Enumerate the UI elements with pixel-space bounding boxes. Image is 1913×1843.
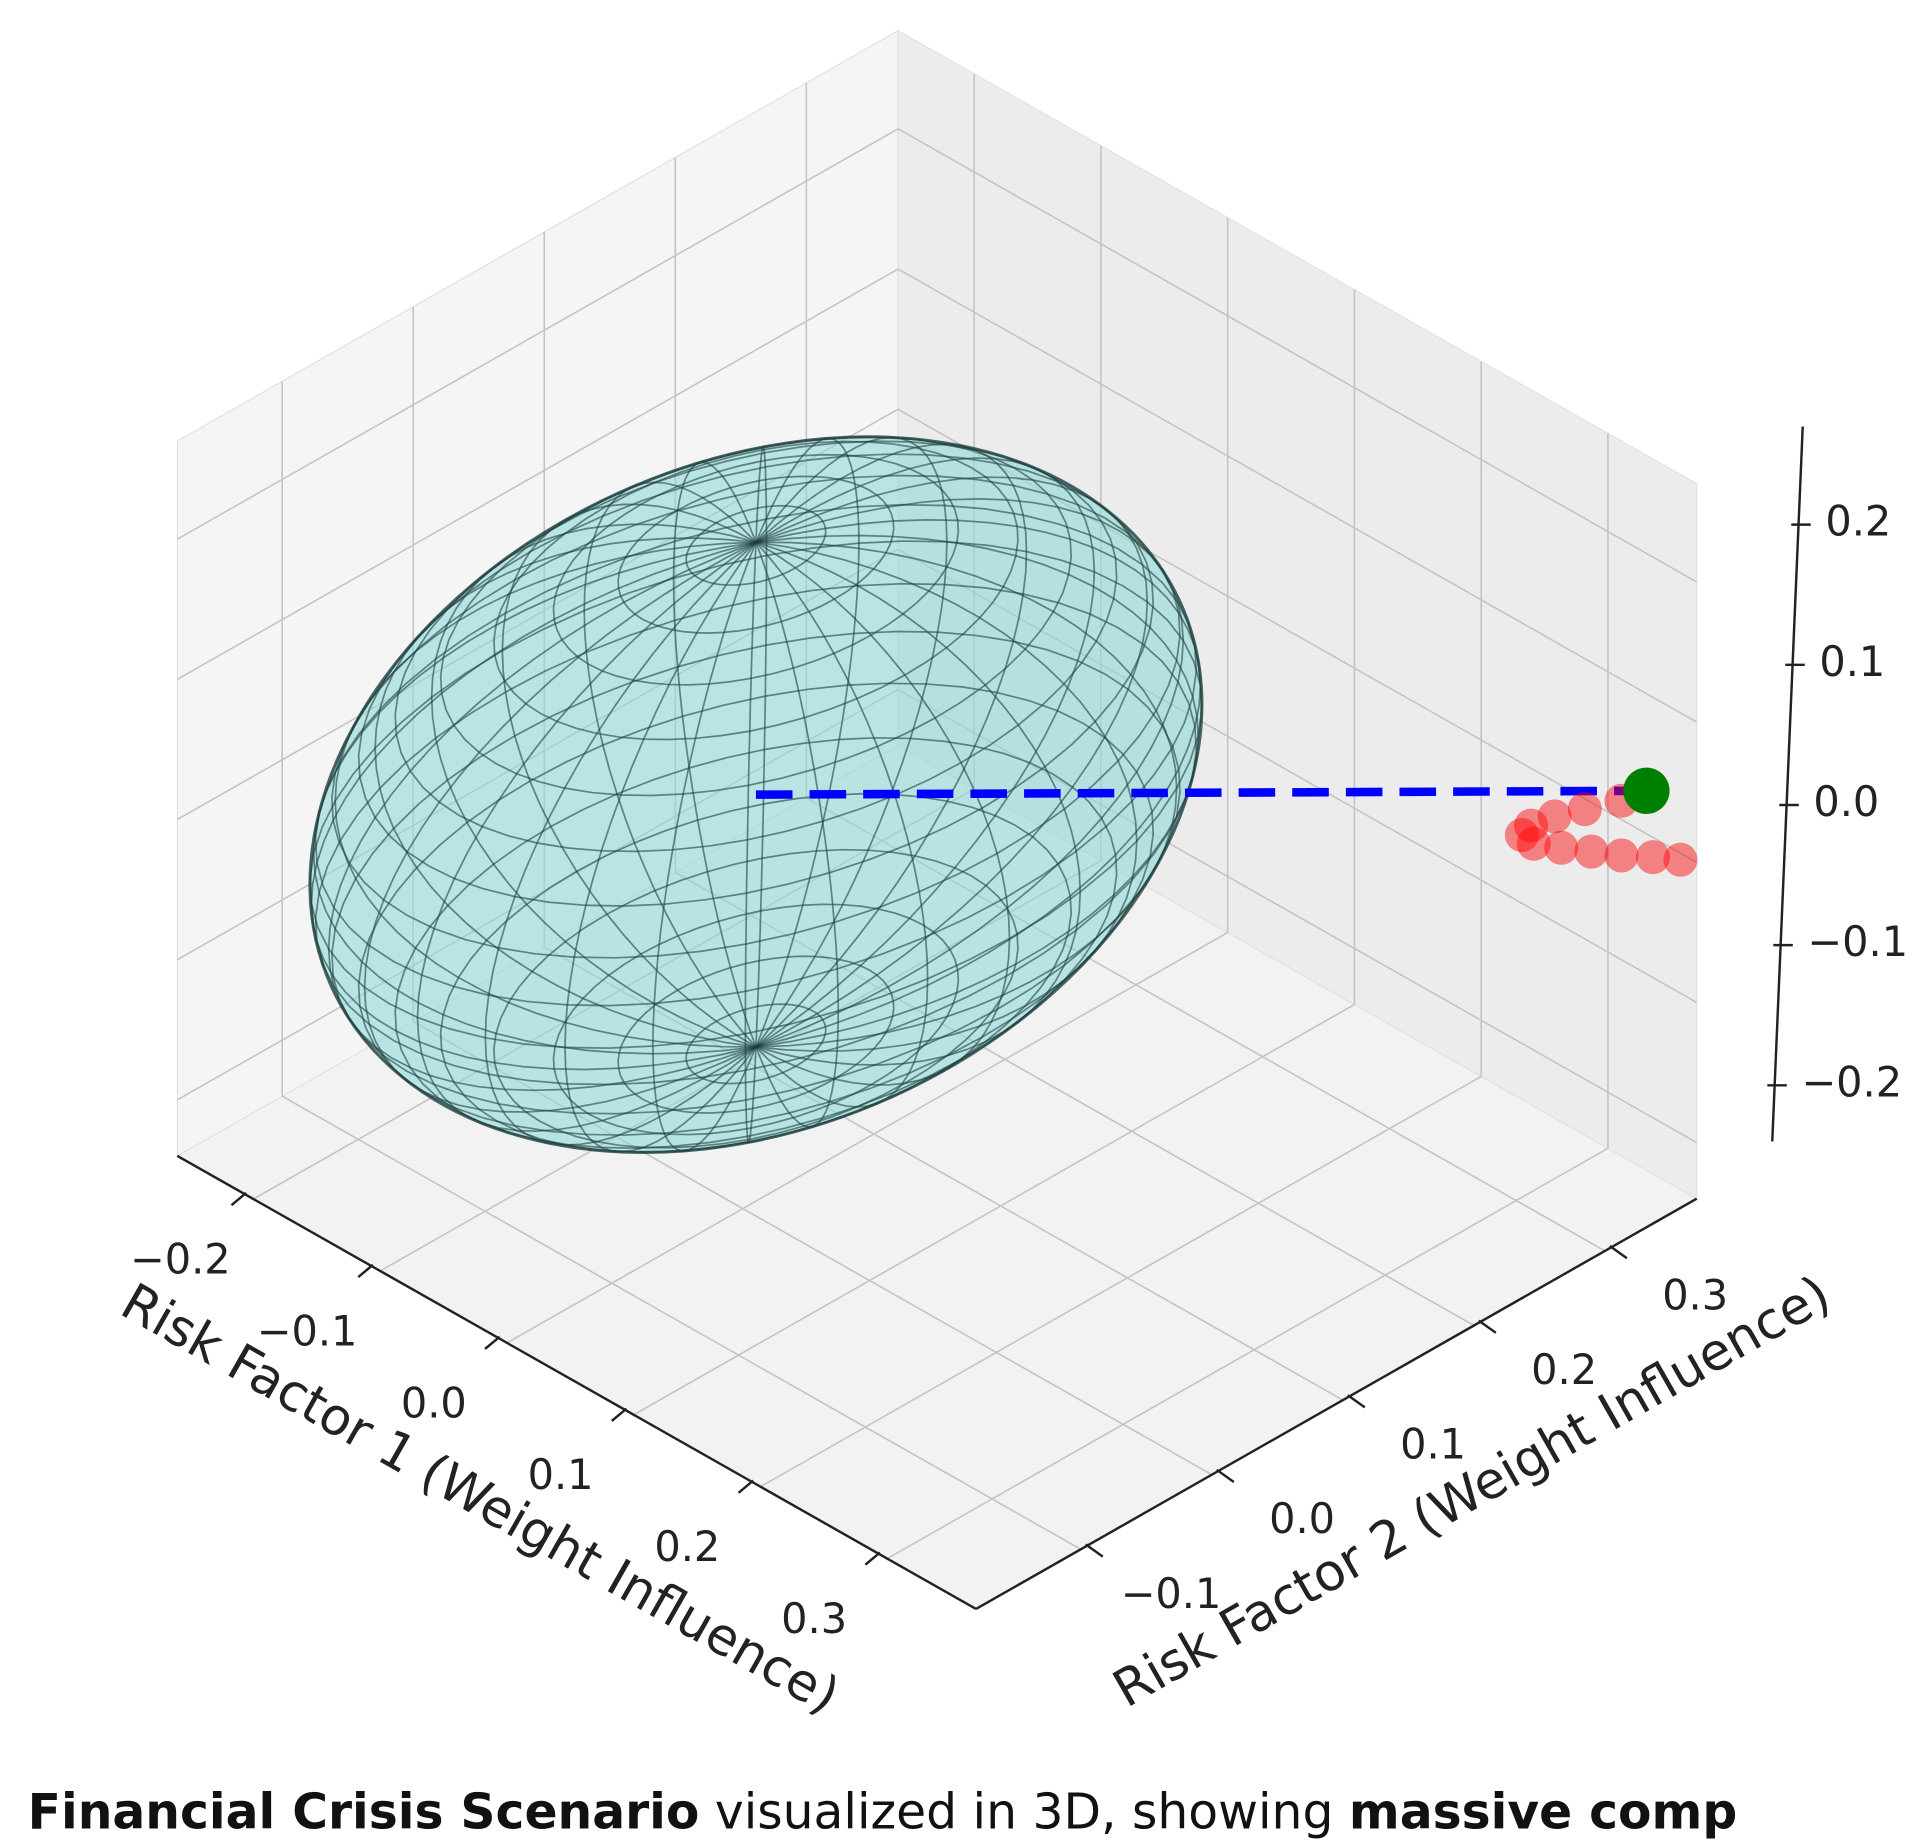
x-tick-label: 0.0 bbox=[401, 1379, 467, 1427]
trajectory-point bbox=[1516, 826, 1551, 861]
wireframe-line bbox=[331, 630, 1181, 1115]
grid-line bbox=[760, 1075, 1482, 1488]
wireframe-line bbox=[357, 453, 1155, 907]
trajectory-point bbox=[1537, 799, 1572, 834]
trajectory-point bbox=[1514, 808, 1549, 843]
caption-part: massive comp bbox=[1349, 1784, 1737, 1840]
x-tick bbox=[611, 1407, 628, 1422]
wireframe-line bbox=[309, 540, 1203, 1049]
z-tick-label: −0.1 bbox=[1807, 918, 1908, 966]
current-point bbox=[1623, 767, 1670, 814]
grid-line bbox=[176, 128, 899, 540]
y-tick bbox=[1609, 1245, 1628, 1260]
wireframe-line bbox=[314, 503, 1198, 1007]
path-line bbox=[755, 786, 1647, 799]
trajectory-point bbox=[1504, 817, 1539, 853]
x-tick-label: 0.1 bbox=[528, 1451, 594, 1499]
y-tick-label: 0.0 bbox=[1269, 1495, 1335, 1543]
wireframe-line bbox=[493, 440, 1019, 741]
wireframe-line bbox=[617, 955, 895, 1114]
y-tick bbox=[1084, 1543, 1104, 1558]
grid-line bbox=[897, 128, 1698, 583]
wireframe-line bbox=[493, 848, 1019, 1149]
x-tick-label: 0.2 bbox=[654, 1523, 720, 1571]
wireframe-line bbox=[439, 792, 1073, 1154]
x-tick-label: −0.2 bbox=[130, 1235, 231, 1283]
y-tick-label: 0.1 bbox=[1400, 1421, 1466, 1469]
x-axis-line bbox=[176, 1154, 977, 1611]
grid-line bbox=[176, 268, 899, 680]
wireframe-line bbox=[314, 582, 1198, 1086]
trajectory-point bbox=[1635, 840, 1671, 875]
x-tick bbox=[484, 1335, 501, 1350]
wireframe-line bbox=[331, 474, 1181, 959]
wireframe-line bbox=[685, 504, 827, 586]
caption-part: Financial Crisis Scenario bbox=[28, 1784, 700, 1840]
wireframe-line bbox=[685, 1003, 827, 1085]
x-tick-label: 0.3 bbox=[781, 1595, 847, 1643]
wireframe-line bbox=[552, 903, 960, 1136]
grid-line bbox=[633, 1003, 1355, 1416]
y-tick-label: −0.1 bbox=[1121, 1570, 1222, 1618]
z-tick-label: 0.0 bbox=[1813, 778, 1879, 826]
wireframe-line bbox=[394, 736, 1118, 1149]
wireframe-line bbox=[394, 440, 1118, 853]
trajectory-point bbox=[1544, 830, 1579, 865]
wireframe-line bbox=[357, 682, 1155, 1136]
trajectory-point bbox=[1574, 834, 1609, 869]
grid-line bbox=[281, 1095, 1082, 1550]
wireframe-line bbox=[552, 453, 960, 686]
x-tick bbox=[230, 1192, 247, 1207]
y-axis-line bbox=[975, 1197, 1698, 1611]
x-tick bbox=[357, 1263, 374, 1278]
x-tick-label: −0.1 bbox=[257, 1307, 358, 1355]
grid-line bbox=[886, 1147, 1609, 1560]
trajectory-point bbox=[1663, 842, 1698, 877]
y-tick bbox=[1478, 1319, 1497, 1334]
plot-area: −0.2 −0.1 0.0 0.1 0.2 0.3 −0.1 0.0 0.1 0.2 0.3 −0.2… bbox=[130, 29, 1908, 1643]
y-tick bbox=[1347, 1394, 1366, 1409]
y-tick bbox=[1216, 1468, 1235, 1483]
grid-line bbox=[506, 931, 1229, 1344]
caption: Financial Crisis Scenario visualized in … bbox=[28, 1784, 1738, 1840]
y-tick-label: 0.3 bbox=[1662, 1271, 1728, 1319]
caption-part: visualized in 3D, showing bbox=[699, 1784, 1349, 1840]
trajectory-point bbox=[1604, 838, 1639, 873]
trajectory-point bbox=[1567, 791, 1602, 827]
z-tick-label: 0.2 bbox=[1825, 498, 1891, 546]
z-tick-label: 0.1 bbox=[1819, 638, 1885, 686]
grid-line bbox=[897, 268, 1698, 723]
x-tick bbox=[864, 1551, 881, 1566]
z-tick-label: −0.2 bbox=[1801, 1058, 1902, 1106]
z-axis-line bbox=[1771, 426, 1804, 1142]
y-tick-label: 0.2 bbox=[1531, 1346, 1597, 1394]
x-tick bbox=[737, 1479, 754, 1494]
wireframe-line bbox=[439, 436, 1073, 797]
